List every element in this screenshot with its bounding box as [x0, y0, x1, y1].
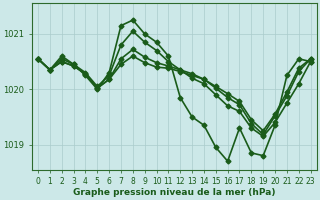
X-axis label: Graphe pression niveau de la mer (hPa): Graphe pression niveau de la mer (hPa): [73, 188, 276, 197]
